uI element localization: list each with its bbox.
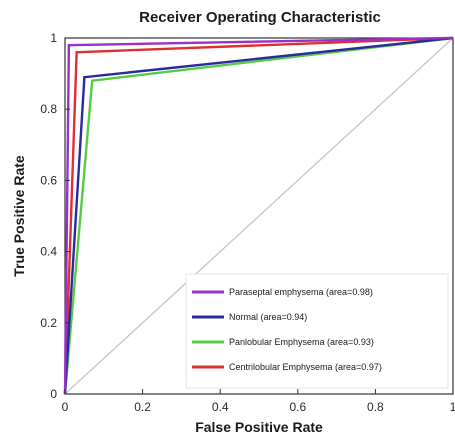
y-tick-label: 0.4 xyxy=(40,245,57,259)
y-tick-label: 0 xyxy=(50,387,57,401)
y-axis-ticks: 0 0.2 0.4 0.6 0.8 1 xyxy=(40,31,70,401)
roc-curve-1 xyxy=(63,36,454,395)
legend-label: Normal (area=0.94) xyxy=(229,312,307,322)
x-axis-ticks: 0 0.2 0.4 0.6 0.8 1 xyxy=(62,389,455,414)
chance-diagonal-line xyxy=(64,37,454,395)
y-tick-label: 0.6 xyxy=(40,173,57,187)
roc-curve-2 xyxy=(63,36,454,395)
x-tick-label: 0 xyxy=(62,400,69,414)
series-layer xyxy=(63,36,454,395)
x-tick-label: 0.6 xyxy=(289,400,306,414)
roc-curve-4 xyxy=(63,36,454,395)
legend-items: Paraseptal emphysema (area=0.98) Normal (… xyxy=(192,287,382,372)
y-tick-label: 1 xyxy=(50,31,57,45)
y-tick-label: 0.2 xyxy=(40,316,57,330)
roc-curve-3 xyxy=(63,36,454,395)
legend-box xyxy=(185,273,449,389)
y-axis-label: True Positive Rate xyxy=(11,155,27,277)
legend-label: Centrilobular Emphysema (area=0.97) xyxy=(229,362,382,372)
x-tick-label: 0.8 xyxy=(367,400,384,414)
x-axis-label: False Positive Rate xyxy=(195,419,323,434)
x-tick-label: 0.2 xyxy=(134,400,151,414)
legend-label: Paraseptal emphysema (area=0.98) xyxy=(229,287,373,297)
y-tick-label: 0.8 xyxy=(40,102,57,116)
diagonal-layer xyxy=(64,37,454,395)
x-tick-label: 1 xyxy=(450,400,455,414)
legend-label: Panlobular Emphysema (area=0.93) xyxy=(229,337,374,347)
x-tick-label: 0.4 xyxy=(212,400,229,414)
chart-title: Receiver Operating Characteristic xyxy=(139,9,381,26)
legend: Paraseptal emphysema (area=0.98) Normal (… xyxy=(185,273,449,389)
